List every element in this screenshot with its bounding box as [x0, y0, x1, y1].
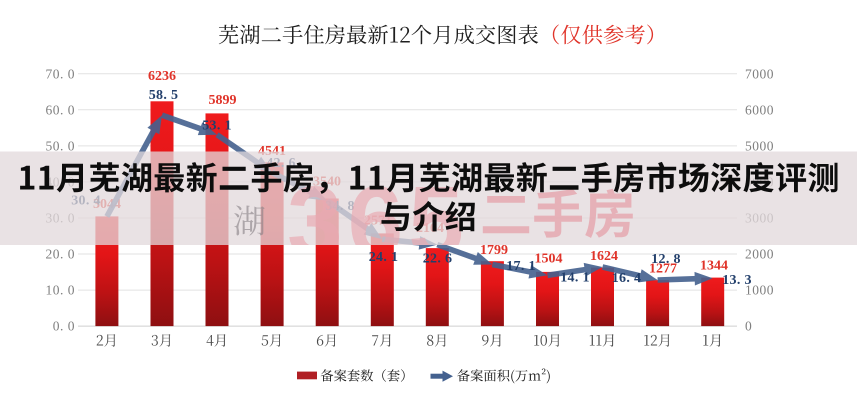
svg-text:14. 1: 14. 1 [560, 270, 590, 285]
svg-text:1504: 1504 [535, 251, 563, 266]
svg-text:7000: 7000 [745, 66, 774, 81]
svg-text:13. 3: 13. 3 [722, 273, 752, 288]
svg-text:1000: 1000 [745, 283, 774, 298]
svg-text:17. 1: 17. 1 [506, 259, 536, 274]
svg-text:2000: 2000 [745, 247, 774, 262]
svg-text:0. 0: 0. 0 [53, 319, 75, 334]
svg-text:5899: 5899 [209, 93, 237, 108]
svg-text:70. 0: 70. 0 [46, 66, 76, 81]
svg-text:60. 0: 60. 0 [46, 102, 76, 117]
svg-text:24. 1: 24. 1 [369, 250, 399, 265]
svg-text:1624: 1624 [590, 249, 618, 264]
svg-text:6236: 6236 [148, 69, 176, 84]
svg-text:10. 0: 10. 0 [46, 283, 76, 298]
svg-text:5000: 5000 [745, 138, 774, 153]
svg-text:20. 0: 20. 0 [46, 247, 76, 262]
svg-text:50. 0: 50. 0 [46, 138, 76, 153]
svg-text:1799: 1799 [480, 243, 508, 258]
svg-text:22. 6: 22. 6 [423, 251, 453, 266]
svg-text:53. 1: 53. 1 [202, 118, 232, 133]
svg-text:1277: 1277 [649, 261, 677, 276]
svg-text:1344: 1344 [700, 259, 728, 274]
svg-text:16. 4: 16. 4 [612, 271, 642, 286]
svg-text:0: 0 [745, 319, 752, 334]
svg-text:6000: 6000 [745, 102, 774, 117]
svg-text:12. 8: 12. 8 [651, 252, 681, 267]
svg-text:58. 5: 58. 5 [149, 88, 179, 103]
